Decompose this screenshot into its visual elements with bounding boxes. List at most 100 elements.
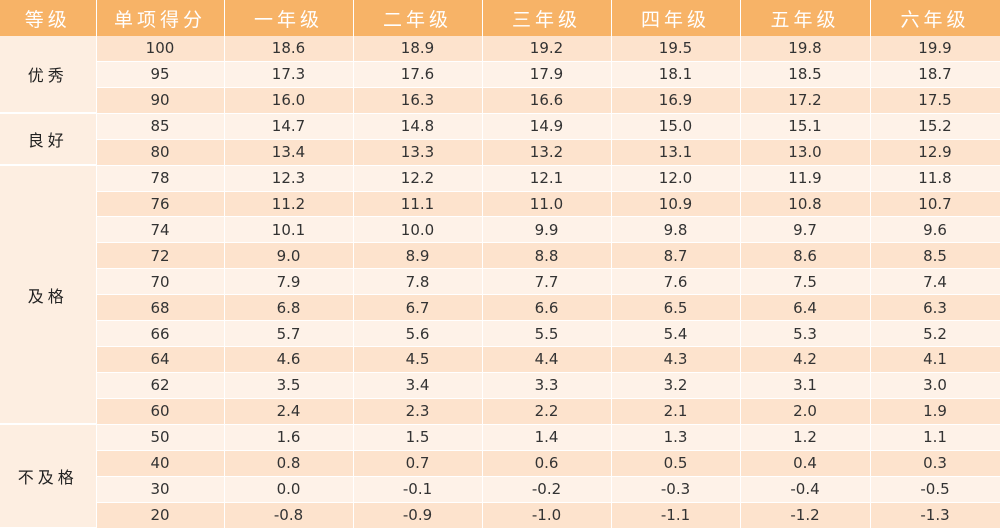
value-cell: 5.5 bbox=[482, 320, 612, 348]
value-cell: 6.6 bbox=[482, 294, 612, 322]
value-cell: 6.5 bbox=[611, 294, 741, 322]
header-grade-2: 二年级 bbox=[353, 0, 483, 36]
value-cell: 7.8 bbox=[353, 268, 483, 296]
value-cell: 18.5 bbox=[740, 61, 871, 88]
value-cell: 4.3 bbox=[611, 346, 741, 373]
value-cell: 1.6 bbox=[224, 424, 354, 451]
value-cell: 3.2 bbox=[611, 372, 741, 399]
header-grade-1: 一年级 bbox=[224, 0, 354, 36]
value-cell: 2.1 bbox=[611, 398, 741, 425]
value-cell: -1.3 bbox=[870, 502, 1000, 529]
score-cell: 68 bbox=[96, 294, 225, 322]
value-cell: 7.5 bbox=[740, 268, 871, 296]
value-cell: 5.3 bbox=[740, 320, 871, 348]
value-cell: 9.9 bbox=[482, 216, 612, 244]
table-row: 95 17.3 17.6 17.9 18.1 18.5 18.7 bbox=[0, 61, 1000, 88]
value-cell: 14.7 bbox=[224, 113, 354, 140]
score-cell: 74 bbox=[96, 216, 225, 244]
value-cell: 15.2 bbox=[870, 113, 1000, 140]
table-row: 80 13.4 13.3 13.2 13.1 13.0 12.9 bbox=[0, 139, 1000, 166]
header-grade-4: 四年级 bbox=[611, 0, 741, 36]
score-cell: 85 bbox=[96, 113, 225, 140]
value-cell: 17.2 bbox=[740, 87, 871, 114]
score-cell: 95 bbox=[96, 61, 225, 88]
score-cell: 78 bbox=[96, 165, 225, 192]
value-cell: 17.9 bbox=[482, 61, 612, 88]
table-header: 等级 单项得分 一年级 二年级 三年级 四年级 五年级 六年级 bbox=[0, 0, 1000, 36]
score-cell: 70 bbox=[96, 268, 225, 296]
value-cell: -0.1 bbox=[353, 476, 483, 503]
value-cell: 12.3 bbox=[224, 165, 354, 192]
value-cell: 19.9 bbox=[870, 36, 1000, 62]
value-cell: 15.0 bbox=[611, 113, 741, 140]
table-row: 66 5.7 5.6 5.5 5.4 5.3 5.2 bbox=[0, 320, 1000, 348]
table-row: 72 9.0 8.9 8.8 8.7 8.6 8.5 bbox=[0, 242, 1000, 270]
value-cell: 17.5 bbox=[870, 87, 1000, 114]
value-cell: 4.5 bbox=[353, 346, 483, 373]
value-cell: -0.2 bbox=[482, 476, 612, 503]
grade-label: 及格 bbox=[0, 165, 97, 426]
value-cell: -0.8 bbox=[224, 502, 354, 529]
header-grade-5: 五年级 bbox=[740, 0, 871, 36]
value-cell: 8.9 bbox=[353, 242, 483, 270]
value-cell: 18.6 bbox=[224, 36, 354, 62]
value-cell: 11.1 bbox=[353, 191, 483, 218]
value-cell: 16.3 bbox=[353, 87, 483, 114]
value-cell: 9.7 bbox=[740, 216, 871, 244]
value-cell: 19.8 bbox=[740, 36, 871, 62]
value-cell: 0.3 bbox=[870, 450, 1000, 477]
value-cell: 18.9 bbox=[353, 36, 483, 62]
value-cell: 10.0 bbox=[353, 216, 483, 244]
value-cell: 7.9 bbox=[224, 268, 354, 296]
header-row: 等级 单项得分 一年级 二年级 三年级 四年级 五年级 六年级 bbox=[0, 0, 1000, 36]
value-cell: 14.8 bbox=[353, 113, 483, 140]
score-cell: 20 bbox=[96, 502, 225, 529]
value-cell: 4.1 bbox=[870, 346, 1000, 373]
value-cell: 7.6 bbox=[611, 268, 741, 296]
value-cell: 11.9 bbox=[740, 165, 871, 192]
value-cell: 19.5 bbox=[611, 36, 741, 62]
score-cell: 62 bbox=[96, 372, 225, 399]
table-row: 62 3.5 3.4 3.3 3.2 3.1 3.0 bbox=[0, 372, 1000, 399]
table-row: 40 0.8 0.7 0.6 0.5 0.4 0.3 bbox=[0, 450, 1000, 477]
value-cell: 19.2 bbox=[482, 36, 612, 62]
value-cell: 1.1 bbox=[870, 424, 1000, 451]
value-cell: 9.0 bbox=[224, 242, 354, 270]
table-row: 不及格 50 1.6 1.5 1.4 1.3 1.2 1.1 bbox=[0, 424, 1000, 529]
score-cell: 80 bbox=[96, 139, 225, 166]
score-cell: 90 bbox=[96, 87, 225, 114]
score-cell: 50 bbox=[96, 424, 225, 451]
grade-label: 良好 bbox=[0, 113, 97, 167]
value-cell: 5.7 bbox=[224, 320, 354, 348]
value-cell: 2.2 bbox=[482, 398, 612, 425]
value-cell: 18.1 bbox=[611, 61, 741, 88]
value-cell: 16.9 bbox=[611, 87, 741, 114]
value-cell: 5.4 bbox=[611, 320, 741, 348]
table-row: 20 -0.8 -0.9 -1.0 -1.1 -1.2 -1.3 bbox=[0, 502, 1000, 529]
value-cell: 16.6 bbox=[482, 87, 612, 114]
value-cell: 10.9 bbox=[611, 191, 741, 218]
score-cell: 66 bbox=[96, 320, 225, 348]
value-cell: 10.1 bbox=[224, 216, 354, 244]
value-cell: 10.8 bbox=[740, 191, 871, 218]
value-cell: 7.4 bbox=[870, 268, 1000, 296]
score-cell: 72 bbox=[96, 242, 225, 270]
value-cell: 6.3 bbox=[870, 294, 1000, 322]
value-cell: 9.6 bbox=[870, 216, 1000, 244]
table-row: 74 10.1 10.0 9.9 9.8 9.7 9.6 bbox=[0, 216, 1000, 244]
value-cell: 7.7 bbox=[482, 268, 612, 296]
value-cell: 5.2 bbox=[870, 320, 1000, 348]
value-cell: 8.7 bbox=[611, 242, 741, 270]
value-cell: 15.1 bbox=[740, 113, 871, 140]
value-cell: 0.4 bbox=[740, 450, 871, 477]
value-cell: 14.9 bbox=[482, 113, 612, 140]
value-cell: 17.3 bbox=[224, 61, 354, 88]
value-cell: 10.7 bbox=[870, 191, 1000, 218]
value-cell: 4.4 bbox=[482, 346, 612, 373]
value-cell: 12.0 bbox=[611, 165, 741, 192]
value-cell: -1.1 bbox=[611, 502, 741, 529]
value-cell: 13.0 bbox=[740, 139, 871, 166]
table-row: 76 11.2 11.1 11.0 10.9 10.8 10.7 bbox=[0, 191, 1000, 218]
header-grade-6: 六年级 bbox=[870, 0, 1000, 36]
